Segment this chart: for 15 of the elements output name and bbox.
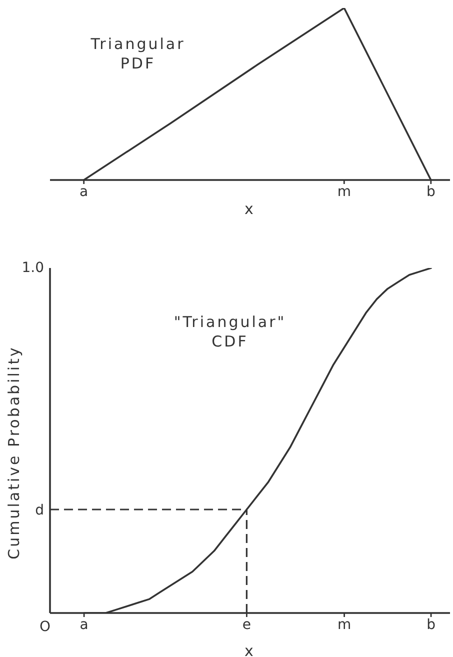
x-tick-label: e [242, 616, 252, 633]
x-axis-title: x [244, 642, 256, 657]
text: Triangular PDF [90, 35, 186, 73]
text: "Triangular" CDF [174, 313, 286, 351]
x-tick-label: b [426, 616, 436, 633]
text: O [39, 619, 51, 635]
x-axis-title: x [244, 200, 256, 218]
x-tick-label: a [80, 184, 88, 200]
x-tick-label: b [426, 184, 436, 200]
ref-line-label: d [35, 502, 44, 518]
text: 1.0 [22, 260, 44, 276]
x-tick-label: m [337, 616, 352, 633]
x-tick-label: m [337, 184, 351, 200]
y-axis-title: Cumulative Probability [5, 346, 23, 560]
x-tick-label: a [80, 616, 88, 633]
